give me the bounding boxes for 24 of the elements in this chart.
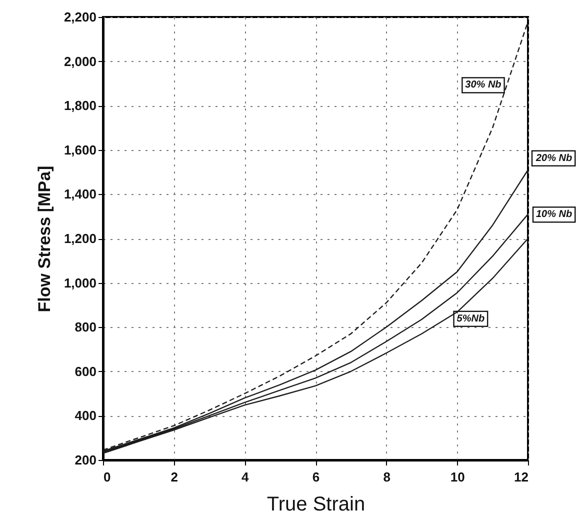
y-tick-label: 2,000	[64, 54, 96, 69]
y-tick-label: 1,800	[64, 98, 96, 114]
x-tick-label: 8	[383, 470, 390, 484]
y-tick-label: 1,000	[64, 275, 96, 290]
y-tick-label: 600	[74, 364, 96, 379]
y-tick-label: 1,200	[64, 231, 96, 246]
x-tick-label: 2	[170, 470, 178, 484]
x-tick-label: 6	[312, 470, 320, 484]
y-tick-label: 1,400	[64, 186, 96, 202]
y-tick-label: 200	[74, 452, 96, 468]
x-tick-label: 10	[450, 470, 465, 484]
x-axis-title: True Strain	[266, 494, 366, 516]
series-label: 20% Nb	[535, 152, 572, 164]
series-label: 5%Nb	[456, 313, 485, 324]
series-label: 30% Nb	[465, 80, 502, 91]
y-tick-label: 400	[74, 408, 96, 424]
series-label: 10% Nb	[536, 209, 572, 220]
y-tick-label: 800	[74, 320, 96, 335]
y-axis-title: Flow Stress [MPa]	[34, 166, 54, 312]
x-tick-label: 0	[104, 470, 111, 484]
x-tick-label: 12	[514, 470, 528, 484]
y-tick-label: 2,200	[64, 10, 96, 24]
x-tick-label: 4	[242, 470, 250, 484]
y-tick-label: 1,600	[64, 142, 96, 158]
